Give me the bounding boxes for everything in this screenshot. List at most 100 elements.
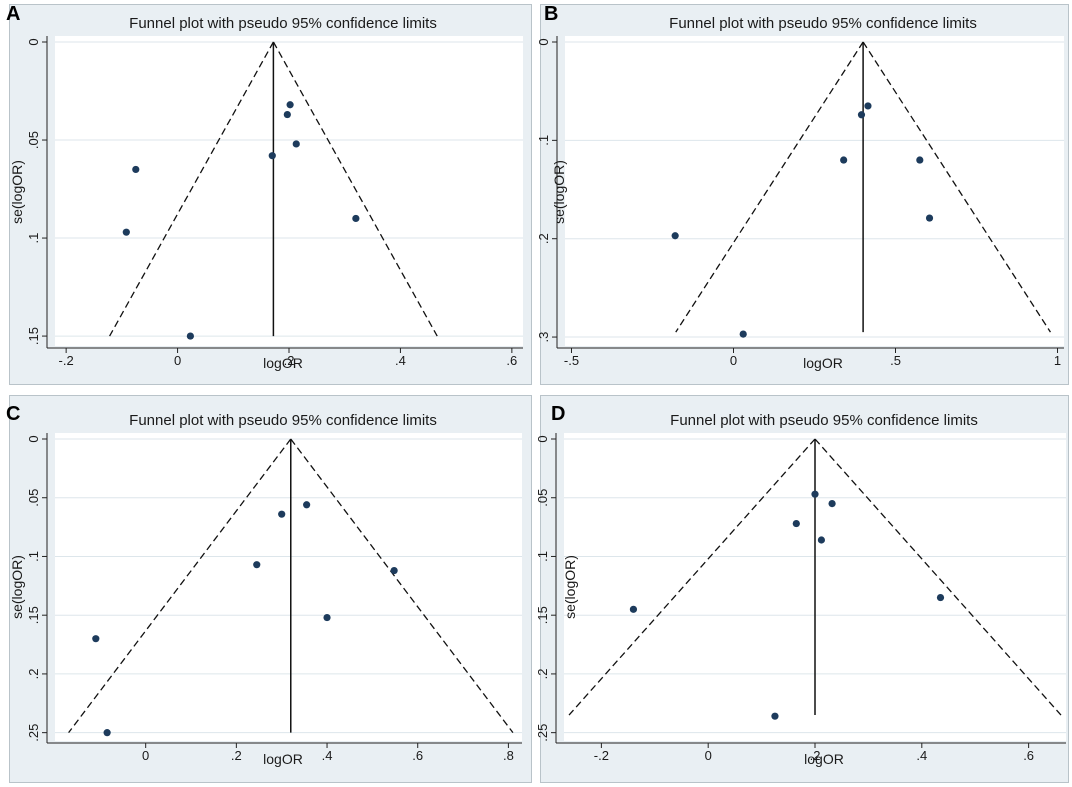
funnel-ci-left [109,41,274,337]
funnel-plot-c: 0 .2 .4 .6 .8 0 .05 .1 .15 .2 .25 Funnel plot with … [9,412,522,767]
plot-area [55,433,522,741]
y-tick-label: .25 [536,724,550,742]
data-point [292,140,300,148]
y-axis-label: se(logOR) [551,160,567,224]
funnel-plot-d: -.2 0 .2 .4 .6 0 .05 .1 .15 .2 .25 Funnel plot with… [536,412,1066,767]
data-point [792,519,800,528]
funnel-ci-right [272,41,438,337]
panel-a: A -.2 0 .2 .4 .6 0 .05 .1 .15 Funnel plot with ps… [0,0,536,393]
data-point [629,605,638,613]
chart-title: Funnel plot with pseudo 95% confidence l… [670,412,978,429]
x-tick-label: 0 [705,748,712,763]
data-point [92,635,100,643]
x-tick-label: -.5 [564,353,579,368]
data-point [390,566,398,575]
panel-d-letter: D [551,403,566,425]
funnel-plot-a: -.2 0 .2 .4 .6 0 .05 .1 .15 Funnel plot with pseu… [9,15,523,371]
data-point [811,490,819,498]
data-point [817,536,826,544]
x-tick-label: 0 [730,353,737,368]
funnel-ci-right [290,438,514,734]
y-axis-label: se(logOR) [562,555,578,619]
chart-title: Funnel plot with pseudo 95% confidence l… [669,15,977,32]
data-point [323,613,331,622]
x-tick-label: 0 [174,353,181,368]
y-tick-label: .05 [536,489,550,507]
y-tick-label: .15 [26,606,41,624]
data-point [352,214,360,223]
y-tick-label: .2 [26,668,41,679]
y-tick-label: .05 [26,131,41,149]
y-tick-label: .2 [536,668,550,679]
data-point [671,232,679,240]
panel-b-letter: B [544,3,559,25]
data-point [186,332,194,340]
plot-area [565,36,1064,346]
funnel-ci-right [814,438,1062,716]
data-point [840,156,848,164]
y-tick-label: 0 [26,435,41,442]
y-tick-label: 0 [536,435,550,442]
x-tick-label: .2 [810,748,821,763]
chart-title: Funnel plot with pseudo 95% confidence l… [129,412,437,429]
plot-area [55,36,523,346]
x-axis-label: logOR [263,355,303,371]
funnel-ci-left [568,438,816,716]
data-point [739,330,747,338]
data-point [286,101,294,109]
y-axis-label: se(logOR) [9,160,25,224]
x-tick-label: 1 [1054,353,1061,368]
funnel-ci-left [675,41,864,333]
funnel-ci-right [862,41,1052,333]
panel-d: D -.2 0 .2 .4 .6 0 .05 .1 .15 .2 .25 Funnel plot wi… [536,393,1072,787]
y-axis-label: se(logOR) [9,555,25,619]
x-tick-label: -.2 [59,353,74,368]
x-tick-label: .4 [916,748,927,763]
data-point [253,561,261,569]
data-point [103,729,111,737]
data-point [828,500,836,508]
y-tick-label: 0 [26,38,41,45]
x-axis-label: logOR [803,355,843,371]
funnel-plot-b: -.5 0 .5 1 0 .1 .2 .3 Funnel plot with pseudo 95… [536,15,1064,371]
y-tick-label: .1 [26,551,41,562]
data-point [916,156,924,164]
data-point [303,501,311,509]
data-point [936,593,945,602]
funnel-ci-left [68,438,292,734]
x-tick-label: -.2 [594,748,609,763]
x-tick-label: .2 [284,353,295,368]
x-tick-label: .2 [231,748,242,763]
x-tick-label: .6 [1023,748,1034,763]
chart-title: Funnel plot with pseudo 95% confidence l… [129,15,437,32]
x-axis-label: logOR [263,751,303,767]
data-point [283,110,291,119]
y-tick-label: .1 [536,135,551,146]
y-tick-label: .15 [536,606,550,624]
y-tick-label: .05 [26,489,41,507]
y-tick-label: 0 [536,38,551,45]
x-tick-label: .5 [890,353,901,368]
x-tick-label: 0 [142,748,149,763]
x-tick-label: .4 [395,353,406,368]
x-tick-label: .6 [506,353,517,368]
data-point [132,165,140,174]
x-tick-label: .8 [503,748,514,763]
y-tick-label: .2 [536,233,551,244]
panel-c-letter: C [6,403,21,425]
y-tick-label: .1 [26,233,41,244]
y-tick-label: .3 [536,332,551,343]
x-tick-label: .6 [412,748,423,763]
x-tick-label: .4 [322,748,333,763]
y-tick-label: .1 [536,551,550,562]
data-point [278,510,286,518]
data-point [864,102,872,110]
data-point [268,152,276,160]
data-point [857,111,866,119]
data-point [925,214,934,222]
x-axis-label: logOR [804,751,844,767]
y-tick-label: .25 [26,724,41,742]
y-tick-label: .15 [26,327,41,345]
data-point [122,228,130,236]
panel-b: B -.5 0 .5 1 0 .1 .2 .3 Funnel plot with pseudo … [536,0,1072,393]
